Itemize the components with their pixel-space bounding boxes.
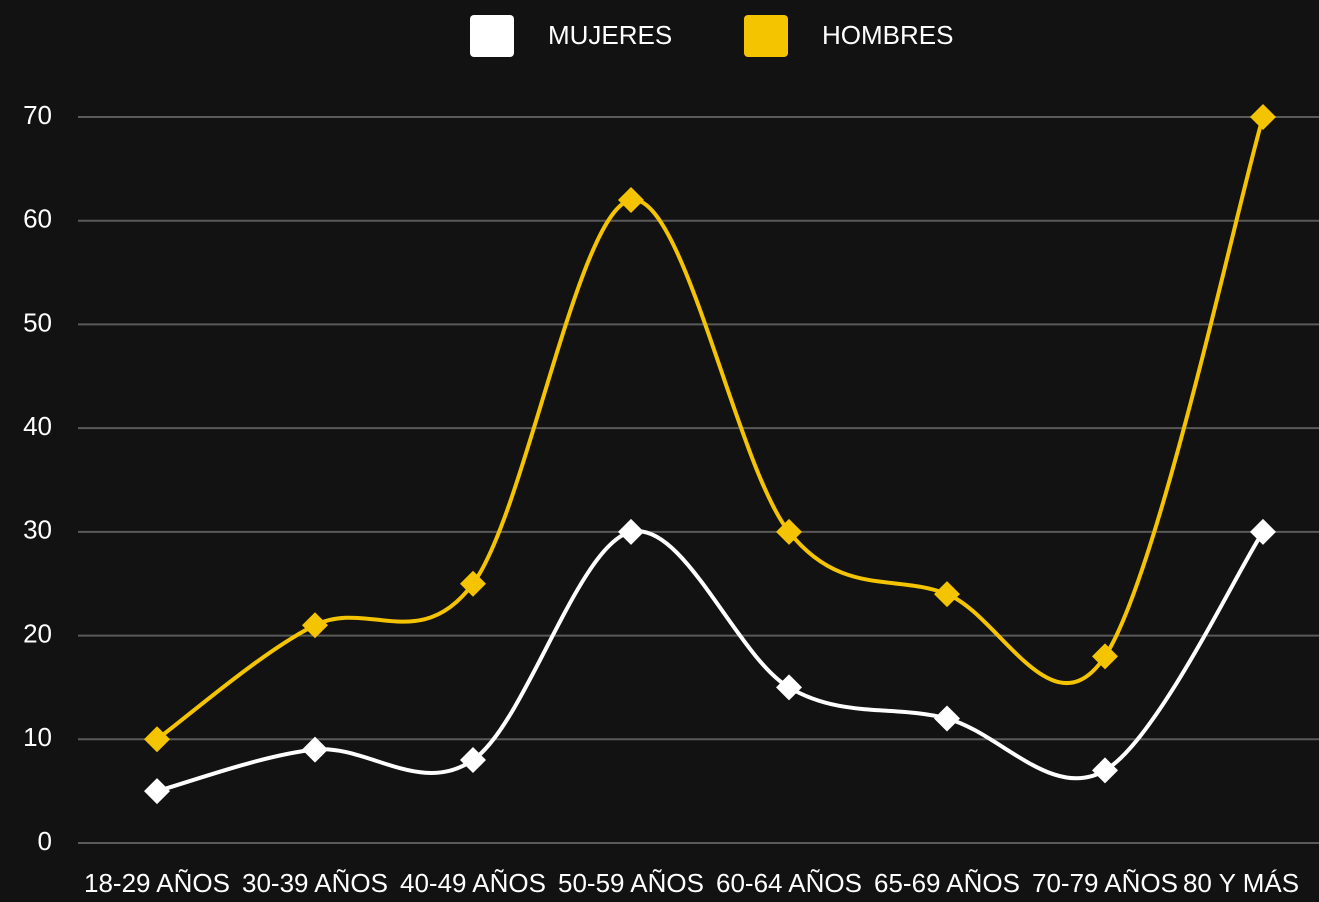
x-tick-label: 65-69 AÑOS [874,868,1020,898]
marker [1250,518,1276,545]
y-tick-label: 20 [23,618,52,648]
y-tick-label: 60 [23,204,52,234]
marker [302,612,328,639]
marker [460,570,486,597]
legend-label: MUJERES [548,20,672,50]
x-tick-label: 70-79 AÑOS [1032,868,1178,898]
y-tick-label: 0 [38,826,52,856]
legend-swatch [470,15,514,57]
marker [144,726,170,753]
marker [934,581,960,608]
y-tick-label: 50 [23,307,52,337]
y-tick-label: 30 [23,515,52,545]
marker [776,518,802,545]
x-tick-label: 18-29 AÑOS [84,868,230,898]
marker [1092,757,1118,784]
legend-swatch [744,15,788,57]
marker [1092,643,1118,670]
marker [618,186,644,213]
marker [934,705,960,732]
x-tick-label: 30-39 AÑOS [242,868,388,898]
marker [618,518,644,545]
marker [144,778,170,805]
series-line [155,116,1265,741]
y-tick-label: 40 [23,411,52,441]
x-tick-label: 40-49 AÑOS [400,868,546,898]
x-tick-label: 50-59 AÑOS [558,868,704,898]
marker [302,736,328,763]
marker [1250,104,1276,130]
legend-label: HOMBRES [822,20,953,50]
y-tick-label: 10 [23,722,52,752]
y-tick-label: 70 [23,100,52,130]
marker [460,747,486,774]
x-tick-label: 80 Y MÁS [1183,868,1299,898]
x-tick-label: 60-64 AÑOS [716,868,862,898]
marker [776,674,802,701]
